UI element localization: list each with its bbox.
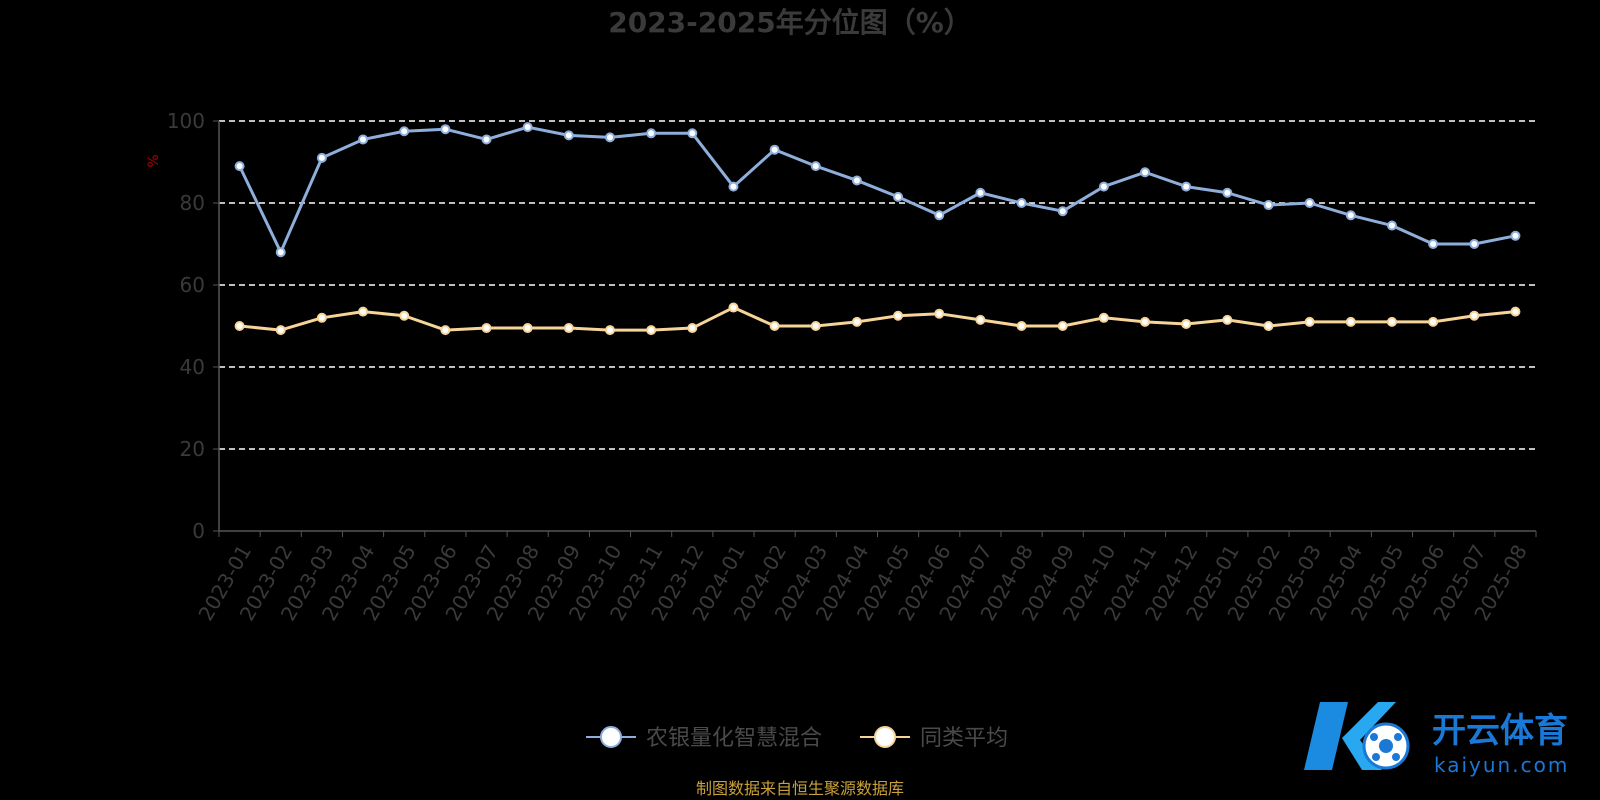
data-point[interactable] xyxy=(481,134,492,145)
y-tick-label: 60 xyxy=(180,273,205,297)
data-point[interactable] xyxy=(1428,316,1439,327)
data-point[interactable] xyxy=(604,132,615,143)
brand-url: kaiyun.com xyxy=(1434,753,1569,777)
data-point[interactable] xyxy=(810,161,821,172)
brand-watermark: 开云体育 kaiyun.com xyxy=(1304,702,1569,777)
data-point[interactable] xyxy=(522,323,533,334)
data-source-footer: 制图数据来自恒生聚源数据库 xyxy=(696,779,904,798)
legend-marker-fund xyxy=(600,726,622,748)
legend-label-average: 同类平均 xyxy=(920,726,1008,751)
data-point[interactable] xyxy=(399,126,410,137)
data-point[interactable] xyxy=(1345,210,1356,221)
series-0 xyxy=(234,122,1521,258)
data-point[interactable] xyxy=(358,134,369,145)
y-tick-label: 40 xyxy=(180,355,205,379)
data-point[interactable] xyxy=(1098,312,1109,323)
data-point[interactable] xyxy=(481,323,492,334)
data-point[interactable] xyxy=(851,175,862,186)
brand-name: 开云体育 xyxy=(1432,711,1568,751)
data-point[interactable] xyxy=(646,325,657,336)
y-tick-label: 100 xyxy=(167,109,205,133)
data-point[interactable] xyxy=(1304,198,1315,208)
data-point[interactable] xyxy=(604,325,615,336)
legend-label-fund: 农银量化智慧混合 xyxy=(646,726,822,751)
data-point[interactable] xyxy=(316,312,327,323)
chart-title: 2023-2025年分位图（%） xyxy=(608,6,972,39)
legend[interactable]: 农银量化智慧混合 同类平均 xyxy=(586,726,1008,751)
data-point[interactable] xyxy=(316,152,327,163)
data-point[interactable] xyxy=(851,316,862,327)
y-tick-labels: 0 20 40 60 80 100 xyxy=(167,109,219,543)
series-lines xyxy=(234,122,1521,336)
data-point[interactable] xyxy=(1428,239,1439,249)
series-line xyxy=(238,125,1516,254)
brand-logo-icon xyxy=(1304,702,1410,770)
data-point[interactable] xyxy=(1222,314,1233,325)
data-point[interactable] xyxy=(810,321,821,331)
data-point[interactable] xyxy=(728,181,739,192)
data-point[interactable] xyxy=(934,210,945,221)
data-point[interactable] xyxy=(1263,200,1274,211)
data-point[interactable] xyxy=(1386,316,1397,327)
data-point[interactable] xyxy=(1469,310,1480,321)
data-point[interactable] xyxy=(440,325,451,336)
data-point[interactable] xyxy=(1345,316,1356,327)
legend-marker-average xyxy=(874,726,896,748)
data-point[interactable] xyxy=(893,191,904,202)
data-point[interactable] xyxy=(687,128,698,139)
data-point[interactable] xyxy=(1469,239,1480,249)
data-point[interactable] xyxy=(769,144,780,155)
data-point[interactable] xyxy=(1057,321,1068,331)
data-point[interactable] xyxy=(440,124,451,135)
data-point[interactable] xyxy=(1016,321,1027,331)
data-point[interactable] xyxy=(1304,316,1315,327)
data-point[interactable] xyxy=(646,128,657,139)
legend-item-fund[interactable]: 农银量化智慧混合 xyxy=(586,726,822,751)
y-tick-label: 20 xyxy=(180,437,205,461)
data-point[interactable] xyxy=(1222,187,1233,198)
legend-item-average[interactable]: 同类平均 xyxy=(860,726,1008,751)
data-point[interactable] xyxy=(1386,220,1397,231)
data-point[interactable] xyxy=(975,187,986,198)
data-point[interactable] xyxy=(1263,321,1274,331)
data-point[interactable] xyxy=(1098,181,1109,192)
data-point[interactable] xyxy=(1510,306,1521,317)
series-1 xyxy=(234,302,1521,336)
data-point[interactable] xyxy=(522,122,533,133)
data-point[interactable] xyxy=(1181,318,1192,329)
data-point[interactable] xyxy=(769,321,780,331)
data-point[interactable] xyxy=(1140,167,1151,178)
data-point[interactable] xyxy=(687,323,698,334)
y-tick-label: 80 xyxy=(180,191,205,215)
data-point[interactable] xyxy=(1057,206,1068,217)
data-point[interactable] xyxy=(563,323,574,334)
grid-lines xyxy=(219,120,1536,450)
data-point[interactable] xyxy=(399,310,410,321)
data-point[interactable] xyxy=(893,310,904,321)
series-line xyxy=(239,306,1516,332)
data-point[interactable] xyxy=(728,302,739,313)
data-point[interactable] xyxy=(234,321,245,331)
data-point[interactable] xyxy=(1510,230,1521,241)
y-tick-label: 0 xyxy=(192,519,205,543)
data-point[interactable] xyxy=(1140,316,1151,327)
data-point[interactable] xyxy=(358,306,369,317)
data-point[interactable] xyxy=(975,314,986,325)
data-point[interactable] xyxy=(934,308,945,319)
data-point[interactable] xyxy=(275,247,286,258)
data-point[interactable] xyxy=(1016,198,1027,208)
axes xyxy=(218,121,1536,532)
data-point[interactable] xyxy=(1181,181,1192,192)
data-point[interactable] xyxy=(234,161,245,172)
x-tick-labels: 2023-012023-022023-032023-042023-052023-… xyxy=(193,531,1537,625)
data-point[interactable] xyxy=(275,325,286,336)
data-point[interactable] xyxy=(563,130,574,141)
y-axis-label: % xyxy=(146,154,162,167)
